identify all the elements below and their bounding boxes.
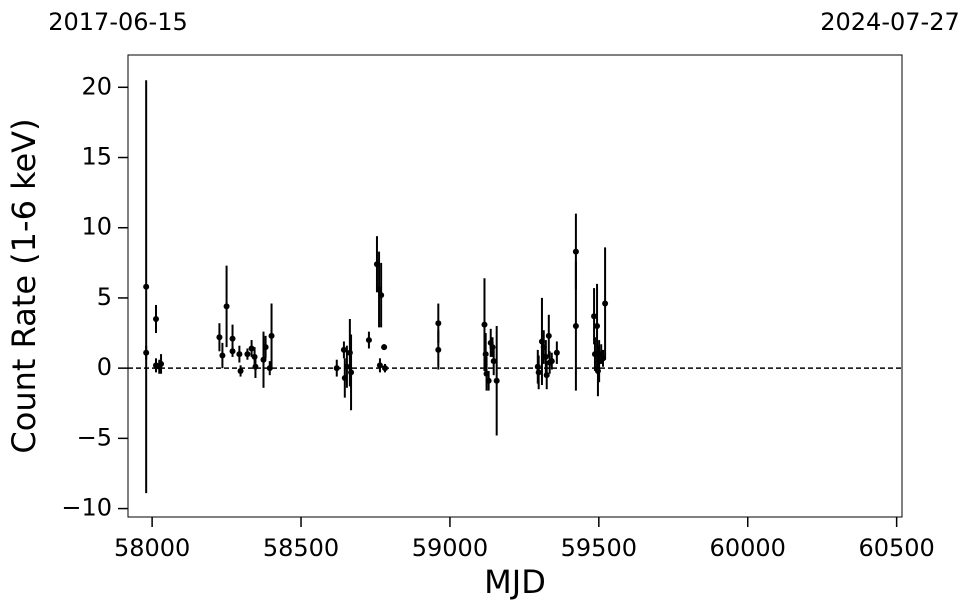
x-tick-label: 58500 — [263, 534, 339, 562]
data-point — [572, 323, 579, 330]
x-tick-label: 59500 — [561, 534, 637, 562]
data-point — [435, 346, 442, 353]
data-point — [158, 360, 165, 367]
plot-frame — [127, 54, 903, 518]
data-point — [237, 367, 244, 374]
data-point — [152, 316, 159, 322]
data-point — [572, 248, 579, 255]
data-point — [553, 349, 560, 356]
top-right-label: 2024-07-27 — [820, 8, 959, 36]
top-left-label: 2017-06-15 — [48, 8, 187, 36]
y-tick-label: 0 — [97, 353, 112, 381]
data-point — [268, 332, 275, 339]
data-point — [223, 303, 230, 310]
x-tick-label: 60500 — [858, 534, 934, 562]
data-point — [262, 344, 269, 351]
data-point — [381, 344, 388, 351]
data-point — [602, 300, 609, 307]
data-point — [348, 369, 355, 376]
data-point — [493, 377, 500, 384]
data-point — [143, 349, 150, 356]
data-point — [365, 337, 372, 344]
y-tick-label: 10 — [81, 213, 112, 241]
data-point — [591, 313, 598, 320]
data-point — [340, 346, 347, 353]
y-tick-label: −5 — [77, 423, 112, 451]
y-axis-label: Count Rate (1-6 keV) — [5, 118, 43, 453]
data-point — [333, 365, 340, 372]
data-point — [229, 335, 236, 342]
data-point — [490, 358, 497, 365]
data-point — [594, 323, 601, 330]
y-tick-label: 5 — [97, 283, 112, 311]
x-tick-label: 59000 — [412, 534, 488, 562]
y-tick-label: −10 — [61, 494, 112, 522]
data-point — [545, 332, 552, 339]
data-point — [481, 321, 488, 328]
data-point — [143, 283, 150, 290]
x-tick-label: 58000 — [114, 534, 190, 562]
y-tick-label: 20 — [81, 72, 112, 100]
x-tick-label: 60000 — [710, 534, 786, 562]
data-point — [252, 363, 259, 370]
data-point — [542, 353, 549, 360]
data-point — [236, 351, 243, 358]
data-point — [219, 352, 226, 359]
data-point — [376, 362, 383, 369]
y-tick-label: 15 — [81, 143, 112, 171]
data-point — [244, 351, 251, 358]
data-point — [248, 345, 255, 352]
data-point — [543, 372, 550, 379]
data-point — [485, 377, 492, 384]
data-point — [378, 292, 385, 299]
data-point — [535, 369, 542, 376]
data-point — [548, 358, 555, 365]
data-point — [435, 320, 442, 327]
data-point — [216, 334, 223, 341]
data-point — [382, 365, 389, 372]
data-point — [343, 363, 350, 370]
x-axis-label: MJD — [484, 563, 546, 601]
data-point — [482, 351, 489, 358]
